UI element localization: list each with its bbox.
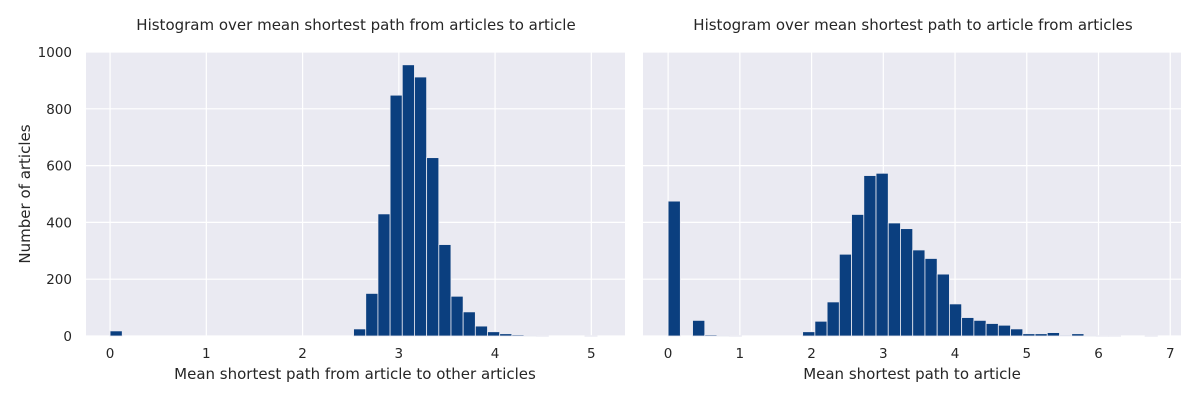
bars [667, 172, 1158, 337]
histogram-bar [462, 311, 476, 337]
histogram-bar [401, 64, 415, 337]
histogram-bar [438, 244, 452, 337]
histogram-bar [584, 335, 598, 337]
histogram-bar [511, 334, 525, 337]
histogram-bar [863, 175, 877, 337]
histogram-bar [1144, 335, 1158, 337]
y-tick-label: 600 [46, 159, 72, 175]
x-tick-label: 2 [298, 346, 307, 362]
x-tick-label: 6 [1094, 346, 1103, 362]
x-tick-label: 2 [807, 346, 816, 362]
histogram-bar [499, 333, 513, 337]
x-tick-label: 4 [951, 346, 960, 362]
histogram-bar [426, 157, 440, 337]
y-axis-label: Number of articles [16, 124, 34, 263]
histogram-bar [728, 335, 742, 337]
x-tick-label: 5 [587, 346, 596, 362]
histogram-panel-to-article: Histogram over mean shortest path to art… [643, 16, 1181, 383]
x-tick-label: 3 [395, 346, 404, 362]
histogram-bar [704, 334, 718, 337]
plot-area [86, 52, 625, 336]
y-tick-label: 400 [46, 215, 72, 231]
x-tick-label: 1 [736, 346, 745, 362]
y-tick-label: 200 [46, 272, 72, 288]
histogram-bar [887, 222, 901, 337]
x-tick-labels: 0 1 2 3 4 5 [106, 346, 596, 362]
x-tick-label: 0 [106, 346, 115, 362]
histogram-bar [936, 273, 950, 337]
x-tick-label: 4 [491, 346, 500, 362]
histogram-bar [487, 331, 501, 337]
histogram-bar [716, 335, 730, 337]
histogram-bar [1046, 332, 1060, 337]
histogram-bar [826, 301, 840, 337]
histogram-bar [961, 317, 975, 337]
histogram-bar [924, 258, 938, 337]
bars [109, 64, 598, 337]
y-tick-label: 800 [46, 102, 72, 118]
grid-lines [86, 51, 625, 337]
histogram-bar [692, 319, 706, 337]
x-axis-label: Mean shortest path to article [803, 365, 1021, 383]
histogram-bar [353, 328, 367, 337]
histogram-bar [949, 303, 963, 337]
histogram-bar [851, 214, 865, 337]
y-tick-labels: 0 200 400 600 800 1000 [38, 45, 72, 345]
histogram-bar [535, 335, 549, 337]
y-tick-label: 1000 [38, 45, 72, 61]
histogram-bar [377, 213, 391, 337]
y-tick-label: 0 [63, 329, 72, 345]
chart-title: Histogram over mean shortest path from a… [136, 16, 575, 34]
histogram-bar [985, 323, 999, 337]
histogram-bar [912, 249, 926, 337]
histogram-bar [802, 331, 816, 337]
histogram-bar [1059, 334, 1073, 337]
histogram-panel-from-articles: Histogram over mean shortest path from a… [16, 16, 625, 383]
histogram-bar [1034, 333, 1048, 337]
histogram-bar [814, 320, 828, 337]
histogram-bar [973, 319, 987, 337]
histogram-bar [1095, 335, 1109, 337]
histogram-bar [875, 172, 889, 337]
histogram-bar [474, 325, 488, 337]
histogram-bar [1071, 333, 1085, 337]
histogram-bar [997, 324, 1011, 337]
histogram-bar [1010, 328, 1024, 337]
histogram-bar [523, 335, 537, 337]
histogram-bar [1108, 335, 1122, 337]
histogram-bar [389, 94, 403, 337]
x-tick-label: 5 [1022, 346, 1031, 362]
x-axis-label: Mean shortest path from article to other… [174, 365, 536, 383]
x-tick-labels: 0 1 2 3 4 5 6 7 [664, 346, 1175, 362]
histogram-bar [365, 292, 379, 337]
histogram-bar [900, 228, 914, 337]
histogram-bar [450, 295, 464, 337]
x-tick-label: 7 [1166, 346, 1175, 362]
x-tick-label: 1 [202, 346, 211, 362]
chart-title: Histogram over mean shortest path to art… [693, 16, 1133, 34]
histogram-bar [414, 76, 428, 337]
histogram-bar [109, 330, 123, 337]
histogram-bar [838, 253, 852, 337]
histogram-bar [1083, 335, 1097, 337]
histogram-bar [1022, 333, 1036, 337]
x-tick-label: 3 [879, 346, 888, 362]
histogram-bar [667, 200, 681, 337]
x-tick-label: 0 [664, 346, 673, 362]
